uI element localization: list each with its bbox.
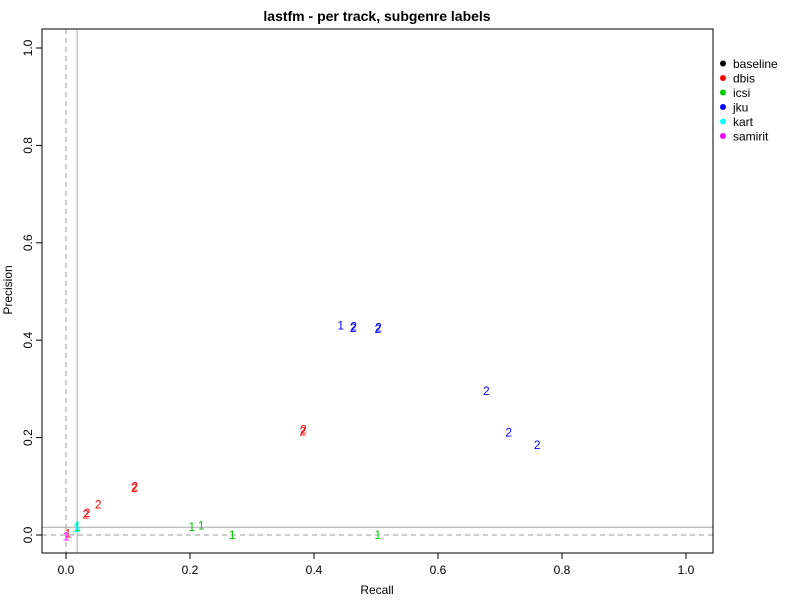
chart-title: lastfm - per track, subgenre labels [263,8,490,24]
point-jku: 2 [483,384,490,398]
x-tick-label: 1.0 [678,563,695,577]
point-jku: 2 [534,438,541,452]
legend-marker-samirit [720,133,726,139]
point-icsi: 1 [198,519,205,533]
y-tick-label: 1.0 [21,39,35,56]
x-tick-label: 0.6 [430,563,447,577]
point-dbis: 2 [299,424,306,438]
legend-label-baseline: baseline [733,57,778,71]
x-axis-title: Recall [360,583,393,597]
legend-label-kart: kart [733,115,754,129]
legend-label-jku: jku [732,101,748,115]
point-dbis: 1 [65,527,72,541]
y-tick-label: 0.4 [21,332,35,349]
y-tick-label: 0.6 [21,234,35,251]
point-icsi: 1 [189,520,196,534]
y-axis: 0.0 0.2 0.4 0.6 0.8 1.0 [21,39,43,543]
legend-marker-dbis [720,75,726,81]
x-axis: 0.0 0.2 0.4 0.6 0.8 1.0 [58,552,695,577]
point-icsi: 1 [375,528,382,542]
point-dbis: 2 [84,506,91,520]
x-tick-label: 0.8 [554,563,571,577]
x-tick-label: 0.4 [306,563,323,577]
point-dbis: 2 [82,508,89,522]
legend-marker-baseline [720,60,726,67]
x-tick-label: 0.0 [58,563,75,577]
point-jku: 2 [350,321,357,335]
reference-lines [42,29,713,553]
point-jku: 2 [350,320,357,334]
point-dbis: 2 [131,481,138,495]
y-tick-label: 0.2 [21,429,35,446]
legend-marker-icsi [720,89,726,96]
point-dbis: 2 [131,479,138,493]
legend-label-icsi: icsi [733,86,750,100]
point-dbis: 2 [95,497,102,511]
legend-marker-jku [720,104,726,110]
point-samirit: 1 [63,529,70,543]
point-jku: 2 [375,322,382,336]
point-jku: 2 [375,321,382,335]
point-kart: 1 [73,521,80,535]
point-kart: 1 [74,519,81,533]
point-icsi: 1 [74,520,81,534]
point-dbis: 2 [300,422,307,436]
point-icsi: 1 [229,528,236,542]
legend-marker-kart [720,118,726,125]
point-jku: 2 [505,426,512,440]
x-tick-label: 0.2 [182,563,199,577]
point-jku: 1 [337,319,344,333]
legend-label-samirit: samirit [733,130,769,144]
y-tick-label: 0.8 [21,137,35,154]
y-tick-label: 0.0 [21,526,35,543]
plot-frame [41,28,714,554]
legend-label-dbis: dbis [733,72,755,86]
y-axis-title: Precision [1,265,15,314]
